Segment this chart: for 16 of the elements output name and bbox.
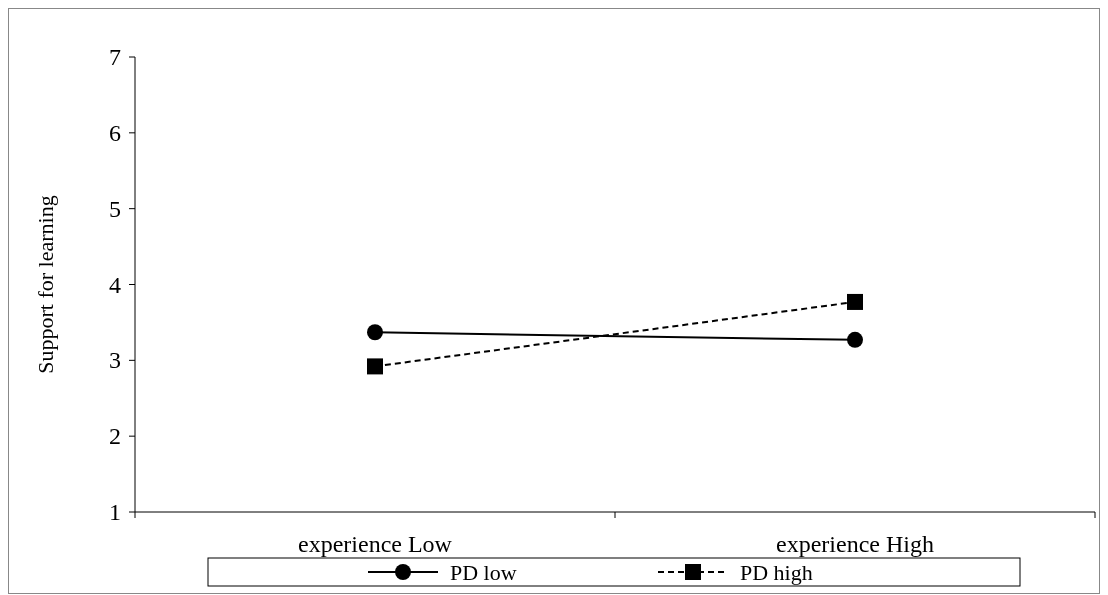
y-tick-label: 1 [109,499,121,525]
point [847,331,863,348]
x-tick-label: experience High [776,531,934,557]
point [367,324,383,341]
legend-label: PD high [740,559,813,585]
y-tick-label: 3 [109,347,121,374]
point [367,358,383,375]
y-tick-label: 5 [109,195,121,222]
y-axis-title: Support for learning [32,195,58,374]
x-tick-label: experience Low [298,531,453,557]
y-tick-label: 2 [109,423,121,450]
y-tick-label: 4 [109,271,121,298]
y-tick-label: 7 [109,44,121,70]
y-tick-label: 6 [109,119,121,146]
legend-label: PD low [450,559,517,585]
point [847,293,863,310]
